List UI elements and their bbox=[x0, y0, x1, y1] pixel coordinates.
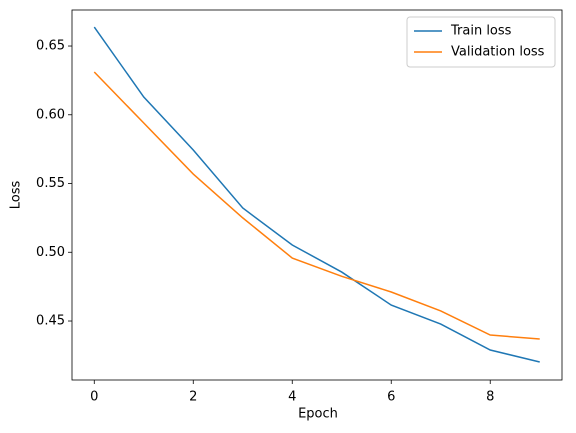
y-tick-label: 0.60 bbox=[36, 107, 65, 122]
line-series bbox=[93, 26, 540, 363]
x-tick-label: 2 bbox=[189, 390, 197, 405]
x-tick-label: 8 bbox=[486, 390, 494, 405]
legend-label: Validation loss bbox=[451, 45, 545, 60]
y-axis-label: Loss bbox=[9, 181, 24, 210]
x-tick-label: 4 bbox=[288, 390, 296, 405]
y-tick-label: 0.45 bbox=[36, 314, 65, 329]
y-tick-label: 0.50 bbox=[36, 245, 65, 260]
x-tick-label: 6 bbox=[387, 390, 395, 405]
y-tick-label: 0.55 bbox=[36, 176, 65, 191]
line-series bbox=[93, 71, 540, 340]
x-axis-label: Epoch bbox=[298, 407, 338, 422]
legend-label: Train loss bbox=[450, 24, 512, 39]
plot-frame bbox=[71, 9, 563, 381]
y-tick-label: 0.65 bbox=[36, 39, 65, 54]
x-tick-label: 0 bbox=[90, 390, 98, 405]
legend-box bbox=[406, 16, 556, 68]
